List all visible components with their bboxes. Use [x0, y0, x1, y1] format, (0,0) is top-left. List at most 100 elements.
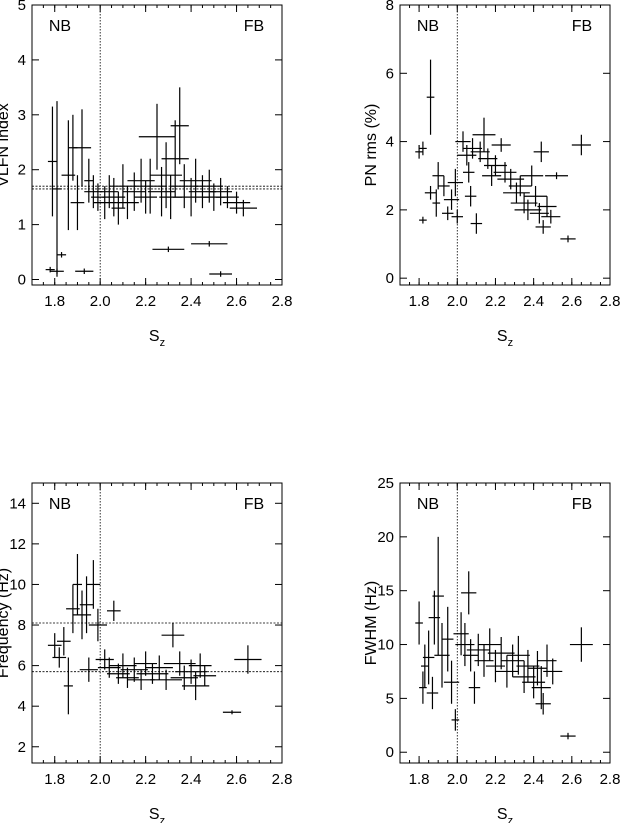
data-point [150, 142, 182, 209]
data-point [415, 145, 423, 159]
data-point [442, 206, 454, 221]
data-point [188, 653, 212, 678]
data-point [455, 623, 475, 667]
x-tick-label: 1.8 [409, 771, 430, 788]
data-point [161, 623, 185, 648]
y-tick-label: 12 [9, 536, 26, 553]
data-point [482, 165, 502, 186]
data-point [102, 177, 126, 217]
y-tick-label: 5 [18, 0, 26, 14]
y-tick-label: 2 [18, 162, 26, 179]
region-label-fb: FB [572, 18, 592, 35]
y-tick-label: 6 [386, 65, 394, 82]
data-point [138, 103, 176, 170]
x-tick-label: 2.2 [485, 771, 506, 788]
data-point [463, 639, 479, 672]
x-tick-label: 2.2 [135, 293, 156, 310]
y-tick-label: 8 [18, 617, 26, 634]
y-tick-label: 15 [377, 583, 394, 600]
data-point [191, 241, 228, 247]
data-point [419, 141, 427, 156]
x-axis-label: Sz [149, 328, 165, 349]
data-point [535, 693, 551, 715]
data-point [229, 199, 257, 217]
data-point [47, 633, 62, 658]
data-point [478, 628, 502, 661]
data-point [72, 554, 82, 615]
data-point [222, 191, 251, 214]
chart-panel-4: 1.8 2.0 2.2 2.4 2.6 2.8 0 5 10 15 20 25 NB FB Sz FWHM (… [363, 475, 620, 823]
y-axis-label: PN rms (%) [363, 104, 380, 187]
x-tick-label: 2.6 [226, 293, 247, 310]
data-point [424, 185, 437, 200]
y-tick-label: 4 [386, 134, 394, 151]
region-label-fb: FB [244, 496, 264, 513]
y-tick-label: 0 [386, 270, 394, 287]
region-label-fb: FB [572, 496, 592, 513]
data-point [134, 158, 167, 214]
data-point [470, 213, 483, 234]
data-point [543, 658, 563, 685]
region-label-fb: FB [244, 18, 264, 35]
y-tick-label: 4 [18, 698, 26, 715]
y-tick-label: 3 [18, 107, 26, 124]
data-point [209, 177, 232, 206]
data-point [560, 732, 576, 740]
data-point [443, 189, 460, 210]
y-tick-label: 1 [18, 217, 26, 234]
x-axis-label: Sz [149, 806, 165, 823]
x-tick-label: 2.4 [181, 293, 202, 310]
x-tick-label: 2.6 [226, 771, 247, 788]
data-point [57, 252, 67, 258]
x-tick-label: 2.8 [272, 293, 293, 310]
data-point [72, 109, 92, 187]
data-point [432, 189, 441, 217]
x-tick-label: 2.6 [561, 771, 582, 788]
data-point [419, 671, 427, 704]
x-axis-label-main: S [497, 806, 508, 823]
data-point [116, 667, 139, 688]
data-point [52, 647, 67, 668]
region-label-nb: NB [417, 18, 439, 35]
data-point [79, 576, 94, 634]
data-point [88, 608, 107, 642]
data-point [63, 657, 73, 715]
y-tick-label: 14 [9, 495, 26, 512]
data-point [541, 209, 561, 224]
data-point [506, 635, 530, 675]
data-point [75, 268, 94, 275]
data-point [434, 623, 450, 688]
data-point [421, 644, 429, 688]
x-tick-label: 2.0 [447, 293, 468, 310]
x-tick-label: 2.8 [272, 771, 293, 788]
data-point [527, 651, 547, 686]
x-tick-label: 2.4 [181, 771, 202, 788]
data-point [464, 185, 477, 207]
x-axis-label-subscript: z [160, 815, 166, 823]
data-point [451, 209, 463, 224]
x-axis-label: Sz [497, 806, 513, 823]
y-tick-label: 6 [18, 658, 26, 675]
data-point [569, 627, 593, 662]
x-tick-label: 2.6 [561, 293, 582, 310]
data-point [161, 120, 189, 198]
data-point [52, 101, 62, 277]
data-point [86, 560, 101, 609]
region-label-nb: NB [49, 496, 71, 513]
x-tick-label: 1.8 [44, 293, 65, 310]
chart-panel-2: 1.8 2.0 2.2 2.4 2.6 2.8 0 2 4 6 8 NB FB Sz PN rms (%) [363, 0, 620, 349]
data-point [150, 669, 182, 690]
y-axis-label: Frequency (Hz) [0, 568, 12, 678]
data-point [426, 59, 435, 135]
data-point [145, 655, 173, 680]
y-tick-label: 2 [386, 202, 394, 219]
data-point [70, 175, 85, 231]
y-axis-label: FWHM (Hz) [363, 581, 380, 665]
x-axis-label-main: S [497, 328, 508, 345]
y-axis-label: VLFN index [0, 103, 12, 187]
data-point [57, 627, 71, 656]
data-point [485, 649, 505, 683]
data-point [170, 164, 198, 209]
plot-frame [399, 482, 611, 764]
